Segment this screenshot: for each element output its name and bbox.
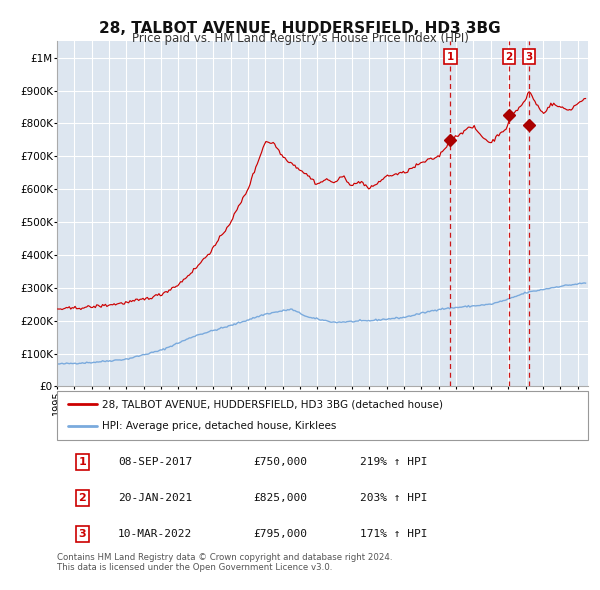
Text: 20-JAN-2021: 20-JAN-2021 (118, 493, 193, 503)
Text: 08-SEP-2017: 08-SEP-2017 (118, 457, 193, 467)
Text: HPI: Average price, detached house, Kirklees: HPI: Average price, detached house, Kirk… (102, 421, 337, 431)
Text: 1: 1 (79, 457, 86, 467)
Text: 1: 1 (447, 52, 454, 61)
Text: £825,000: £825,000 (253, 493, 307, 503)
Text: Price paid vs. HM Land Registry's House Price Index (HPI): Price paid vs. HM Land Registry's House … (131, 32, 469, 45)
Text: 219% ↑ HPI: 219% ↑ HPI (359, 457, 427, 467)
Text: 3: 3 (79, 529, 86, 539)
Text: £750,000: £750,000 (253, 457, 307, 467)
Text: 203% ↑ HPI: 203% ↑ HPI (359, 493, 427, 503)
Text: 10-MAR-2022: 10-MAR-2022 (118, 529, 193, 539)
FancyBboxPatch shape (57, 391, 588, 440)
Text: 171% ↑ HPI: 171% ↑ HPI (359, 529, 427, 539)
Text: 28, TALBOT AVENUE, HUDDERSFIELD, HD3 3BG: 28, TALBOT AVENUE, HUDDERSFIELD, HD3 3BG (99, 21, 501, 35)
Text: Contains HM Land Registry data © Crown copyright and database right 2024.
This d: Contains HM Land Registry data © Crown c… (57, 553, 392, 572)
Text: £795,000: £795,000 (253, 529, 307, 539)
Text: 2: 2 (79, 493, 86, 503)
Text: 28, TALBOT AVENUE, HUDDERSFIELD, HD3 3BG (detached house): 28, TALBOT AVENUE, HUDDERSFIELD, HD3 3BG… (102, 399, 443, 409)
Text: 2: 2 (505, 52, 513, 61)
Text: 3: 3 (525, 52, 532, 61)
